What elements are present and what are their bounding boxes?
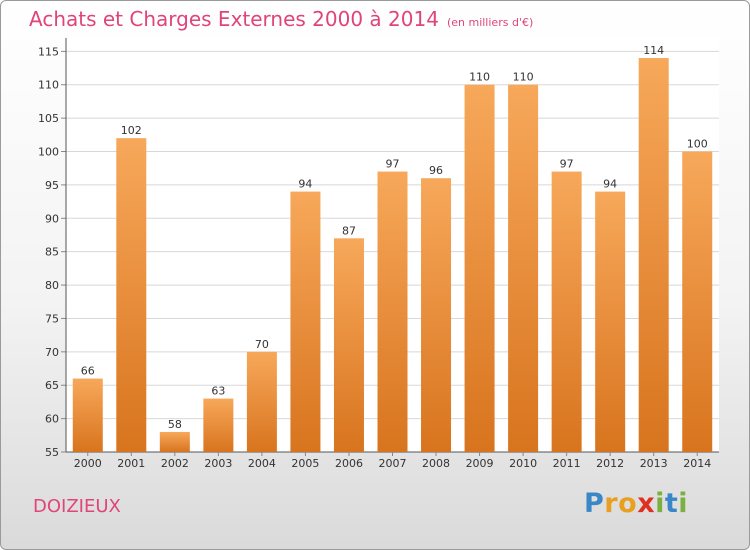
bar-value-label: 63: [211, 385, 225, 398]
bar: [159, 431, 190, 452]
x-tick-label: 2005: [291, 457, 319, 470]
bar: [421, 178, 452, 452]
logo-letter: t: [664, 488, 679, 519]
logo-letter: x: [637, 488, 656, 519]
x-tick-label: 2010: [509, 457, 537, 470]
y-tick-label: 105: [38, 112, 59, 125]
logo-letter: i: [678, 488, 689, 519]
bar: [508, 84, 539, 452]
y-tick-label: 100: [38, 146, 59, 159]
bar: [595, 191, 626, 453]
bar: [377, 171, 408, 452]
bar-value-label: 97: [386, 158, 400, 171]
bar-value-label: 58: [168, 418, 182, 431]
y-tick-label: 95: [45, 179, 59, 192]
bar: [464, 84, 495, 452]
bar: [682, 151, 713, 453]
bar-value-label: 97: [560, 158, 574, 171]
chart-title-line: Achats et Charges Externes 2000 à 2014 (e…: [29, 7, 533, 31]
y-tick-label: 85: [45, 246, 59, 259]
x-tick-label: 2014: [683, 457, 711, 470]
x-tick-label: 2011: [553, 457, 581, 470]
y-tick-label: 115: [38, 45, 59, 58]
proxiti-logo: Proxiti: [584, 488, 688, 519]
y-tick-label: 70: [45, 346, 59, 359]
bar: [246, 351, 277, 452]
bar-value-label: 114: [643, 44, 664, 57]
x-tick-label: 2003: [204, 457, 232, 470]
bar: [203, 398, 234, 452]
bar-value-label: 110: [513, 71, 534, 84]
x-tick-label: 2007: [379, 457, 407, 470]
y-tick-label: 65: [45, 379, 59, 392]
commune-name: DOIZIEUX: [33, 496, 121, 517]
x-tick-label: 2013: [640, 457, 668, 470]
bar-value-label: 70: [255, 338, 269, 351]
logo-letter: P: [584, 488, 605, 519]
chart-title: Achats et Charges Externes 2000 à 2014: [29, 7, 439, 31]
x-tick-label: 2012: [596, 457, 624, 470]
bar: [638, 58, 669, 452]
y-tick-label: 110: [38, 79, 59, 92]
bar: [290, 191, 321, 453]
y-tick-label: 90: [45, 212, 59, 225]
bar: [333, 238, 364, 452]
bar-value-label: 87: [342, 224, 356, 237]
bar: [116, 138, 147, 452]
bar-value-label: 110: [469, 71, 490, 84]
y-tick-label: 75: [45, 312, 59, 325]
x-tick-label: 2006: [335, 457, 363, 470]
x-tick-label: 2001: [117, 457, 145, 470]
x-tick-label: 2004: [248, 457, 276, 470]
y-tick-label: 80: [45, 279, 59, 292]
bar-value-label: 102: [121, 124, 142, 137]
y-tick-label: 55: [45, 446, 59, 459]
x-tick-label: 2000: [74, 457, 102, 470]
logo-letter: i: [655, 488, 665, 519]
logo-letter: r: [604, 488, 619, 519]
x-tick-label: 2002: [161, 457, 189, 470]
bar-value-label: 100: [687, 138, 708, 151]
bar: [72, 378, 103, 452]
x-tick-label: 2009: [466, 457, 494, 470]
x-tick-label: 2008: [422, 457, 450, 470]
chart-subtitle: (en milliers d'€): [446, 16, 534, 29]
logo-letter: o: [618, 488, 638, 519]
bar: [551, 171, 582, 452]
bar-value-label: 94: [603, 178, 617, 191]
bar-value-label: 66: [81, 365, 95, 378]
bar-value-label: 94: [298, 178, 312, 191]
bar-value-label: 96: [429, 164, 443, 177]
y-tick-label: 60: [45, 413, 59, 426]
